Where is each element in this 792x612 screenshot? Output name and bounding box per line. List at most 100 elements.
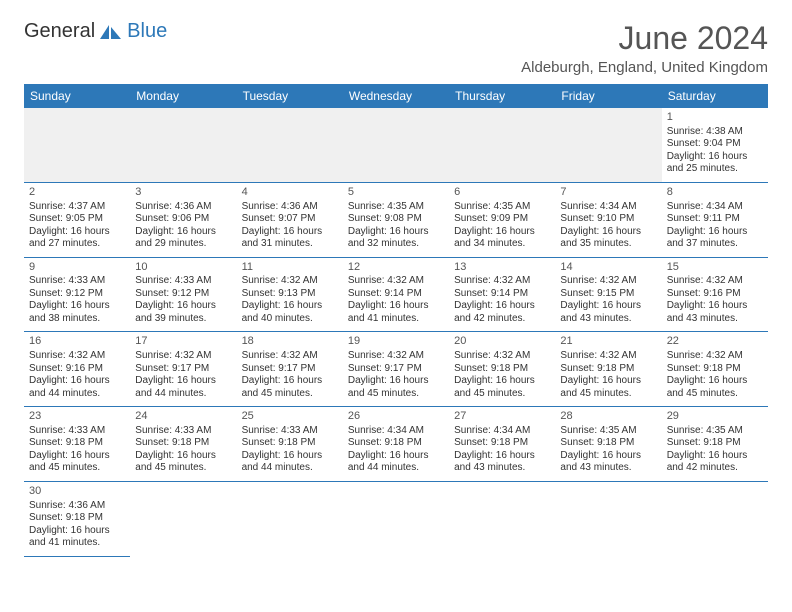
sunrise-line: Sunrise: 4:36 AM xyxy=(135,201,231,214)
calendar-day-cell: 30Sunrise: 4:36 AMSunset: 9:18 PMDayligh… xyxy=(24,481,130,556)
day-number: 5 xyxy=(348,186,444,200)
calendar-day-cell: 27Sunrise: 4:34 AMSunset: 9:18 PMDayligh… xyxy=(449,407,555,482)
day-number: 30 xyxy=(29,485,125,499)
day-header: Monday xyxy=(130,84,236,108)
daylight-line: Daylight: 16 hours and 44 minutes. xyxy=(29,375,125,400)
sunset-line: Sunset: 9:14 PM xyxy=(454,288,550,301)
sunrise-line: Sunrise: 4:33 AM xyxy=(242,425,338,438)
calendar-day-cell: 14Sunrise: 4:32 AMSunset: 9:15 PMDayligh… xyxy=(555,257,661,332)
sunrise-line: Sunrise: 4:32 AM xyxy=(454,275,550,288)
day-number: 20 xyxy=(454,335,550,349)
calendar-day-cell xyxy=(343,481,449,556)
sunset-line: Sunset: 9:16 PM xyxy=(667,288,763,301)
daylight-line: Daylight: 16 hours and 45 minutes. xyxy=(135,450,231,475)
sunset-line: Sunset: 9:04 PM xyxy=(667,138,763,151)
calendar-day-cell xyxy=(555,481,661,556)
day-number: 29 xyxy=(667,410,763,424)
calendar-day-cell xyxy=(662,481,768,556)
brand-text-1: General xyxy=(24,20,95,43)
sunrise-line: Sunrise: 4:32 AM xyxy=(454,350,550,363)
sunset-line: Sunset: 9:05 PM xyxy=(29,213,125,226)
sunrise-line: Sunrise: 4:33 AM xyxy=(135,275,231,288)
sunset-line: Sunset: 9:16 PM xyxy=(29,363,125,376)
sunset-line: Sunset: 9:18 PM xyxy=(667,363,763,376)
brand-sail-icon xyxy=(99,23,123,41)
sunrise-line: Sunrise: 4:35 AM xyxy=(560,425,656,438)
sunset-line: Sunset: 9:11 PM xyxy=(667,213,763,226)
day-number: 1 xyxy=(667,111,763,125)
calendar-day-cell: 7Sunrise: 4:34 AMSunset: 9:10 PMDaylight… xyxy=(555,182,661,257)
sunset-line: Sunset: 9:18 PM xyxy=(348,437,444,450)
daylight-line: Daylight: 16 hours and 35 minutes. xyxy=(560,226,656,251)
day-number: 8 xyxy=(667,186,763,200)
sunset-line: Sunset: 9:18 PM xyxy=(667,437,763,450)
sunset-line: Sunset: 9:18 PM xyxy=(560,437,656,450)
calendar-day-cell: 21Sunrise: 4:32 AMSunset: 9:18 PMDayligh… xyxy=(555,332,661,407)
daylight-line: Daylight: 16 hours and 31 minutes. xyxy=(242,226,338,251)
calendar-day-cell: 9Sunrise: 4:33 AMSunset: 9:12 PMDaylight… xyxy=(24,257,130,332)
calendar-week-row: 2Sunrise: 4:37 AMSunset: 9:05 PMDaylight… xyxy=(24,182,768,257)
day-number: 9 xyxy=(29,261,125,275)
calendar-week-row: 30Sunrise: 4:36 AMSunset: 9:18 PMDayligh… xyxy=(24,481,768,556)
daylight-line: Daylight: 16 hours and 34 minutes. xyxy=(454,226,550,251)
sunrise-line: Sunrise: 4:32 AM xyxy=(560,275,656,288)
calendar-day-cell: 26Sunrise: 4:34 AMSunset: 9:18 PMDayligh… xyxy=(343,407,449,482)
sunrise-line: Sunrise: 4:33 AM xyxy=(135,425,231,438)
calendar-week-row: 16Sunrise: 4:32 AMSunset: 9:16 PMDayligh… xyxy=(24,332,768,407)
day-number: 11 xyxy=(242,261,338,275)
calendar-day-cell: 4Sunrise: 4:36 AMSunset: 9:07 PMDaylight… xyxy=(237,182,343,257)
sunset-line: Sunset: 9:18 PM xyxy=(454,437,550,450)
day-number: 2 xyxy=(29,186,125,200)
day-header: Wednesday xyxy=(343,84,449,108)
sunset-line: Sunset: 9:15 PM xyxy=(560,288,656,301)
day-number: 27 xyxy=(454,410,550,424)
day-number: 16 xyxy=(29,335,125,349)
sunrise-line: Sunrise: 4:32 AM xyxy=(242,350,338,363)
calendar-day-cell: 29Sunrise: 4:35 AMSunset: 9:18 PMDayligh… xyxy=(662,407,768,482)
daylight-line: Daylight: 16 hours and 25 minutes. xyxy=(667,151,763,176)
sunset-line: Sunset: 9:18 PM xyxy=(242,437,338,450)
day-number: 12 xyxy=(348,261,444,275)
daylight-line: Daylight: 16 hours and 32 minutes. xyxy=(348,226,444,251)
page-header: General Blue June 2024 Aldeburgh, Englan… xyxy=(24,20,768,76)
sunrise-line: Sunrise: 4:33 AM xyxy=(29,425,125,438)
sunrise-line: Sunrise: 4:35 AM xyxy=(348,201,444,214)
calendar-day-cell: 19Sunrise: 4:32 AMSunset: 9:17 PMDayligh… xyxy=(343,332,449,407)
sunrise-line: Sunrise: 4:34 AM xyxy=(667,201,763,214)
sunrise-line: Sunrise: 4:34 AM xyxy=(454,425,550,438)
daylight-line: Daylight: 16 hours and 39 minutes. xyxy=(135,300,231,325)
sunrise-line: Sunrise: 4:32 AM xyxy=(667,275,763,288)
sunrise-line: Sunrise: 4:32 AM xyxy=(348,275,444,288)
sunrise-line: Sunrise: 4:32 AM xyxy=(560,350,656,363)
sunset-line: Sunset: 9:12 PM xyxy=(135,288,231,301)
day-number: 18 xyxy=(242,335,338,349)
day-header: Tuesday xyxy=(237,84,343,108)
daylight-line: Daylight: 16 hours and 29 minutes. xyxy=(135,226,231,251)
daylight-line: Daylight: 16 hours and 38 minutes. xyxy=(29,300,125,325)
calendar-day-cell: 2Sunrise: 4:37 AMSunset: 9:05 PMDaylight… xyxy=(24,182,130,257)
daylight-line: Daylight: 16 hours and 43 minutes. xyxy=(454,450,550,475)
day-number: 7 xyxy=(560,186,656,200)
calendar-day-cell xyxy=(130,108,236,182)
daylight-line: Daylight: 16 hours and 27 minutes. xyxy=(29,226,125,251)
day-number: 19 xyxy=(348,335,444,349)
sunrise-line: Sunrise: 4:32 AM xyxy=(667,350,763,363)
day-number: 24 xyxy=(135,410,231,424)
daylight-line: Daylight: 16 hours and 41 minutes. xyxy=(29,525,125,550)
calendar-day-cell: 24Sunrise: 4:33 AMSunset: 9:18 PMDayligh… xyxy=(130,407,236,482)
daylight-line: Daylight: 16 hours and 43 minutes. xyxy=(560,300,656,325)
calendar-body: 1Sunrise: 4:38 AMSunset: 9:04 PMDaylight… xyxy=(24,108,768,556)
day-header: Saturday xyxy=(662,84,768,108)
day-number: 17 xyxy=(135,335,231,349)
sunset-line: Sunset: 9:17 PM xyxy=(348,363,444,376)
daylight-line: Daylight: 16 hours and 42 minutes. xyxy=(667,450,763,475)
day-number: 23 xyxy=(29,410,125,424)
sunset-line: Sunset: 9:10 PM xyxy=(560,213,656,226)
daylight-line: Daylight: 16 hours and 45 minutes. xyxy=(29,450,125,475)
day-number: 10 xyxy=(135,261,231,275)
sunset-line: Sunset: 9:09 PM xyxy=(454,213,550,226)
calendar-day-cell: 11Sunrise: 4:32 AMSunset: 9:13 PMDayligh… xyxy=(237,257,343,332)
sunset-line: Sunset: 9:14 PM xyxy=(348,288,444,301)
sunset-line: Sunset: 9:17 PM xyxy=(135,363,231,376)
daylight-line: Daylight: 16 hours and 45 minutes. xyxy=(560,375,656,400)
